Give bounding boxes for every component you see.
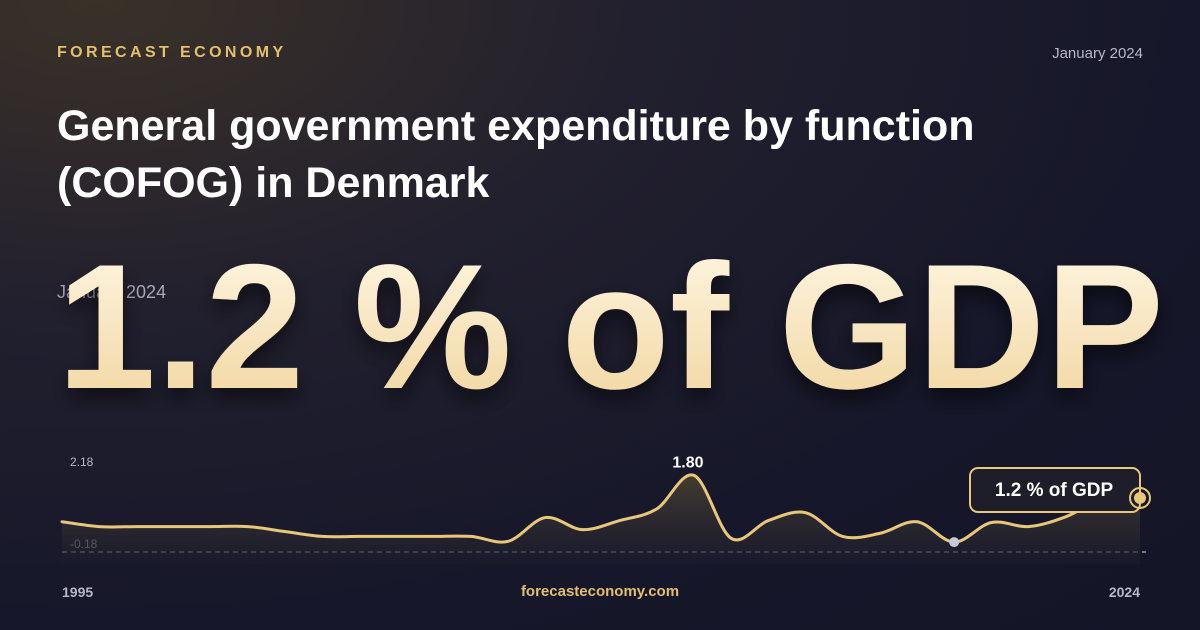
chart-title: General government expenditure by functi…	[57, 102, 975, 207]
callout-box	[969, 467, 1141, 513]
end-point	[1134, 491, 1146, 504]
x-tick-label: 2024	[1109, 584, 1140, 600]
x-tick-label: 1995	[62, 584, 93, 600]
date: January 2024	[1052, 45, 1143, 62]
area	[62, 474, 1140, 564]
brand: FORECAST ECONOMY	[57, 44, 287, 61]
date-overlay: January 2024	[57, 282, 166, 302]
y-tick-label: 2.18	[70, 455, 94, 469]
callout-label: 1.2 % of GDP	[995, 480, 1114, 501]
headline: 1.2 % of GDP	[57, 227, 1164, 426]
min-point	[949, 537, 960, 548]
site-url: forecasteconomy.com	[520, 583, 680, 600]
value-label: 1.80	[672, 454, 703, 471]
end-ring	[1129, 486, 1151, 509]
